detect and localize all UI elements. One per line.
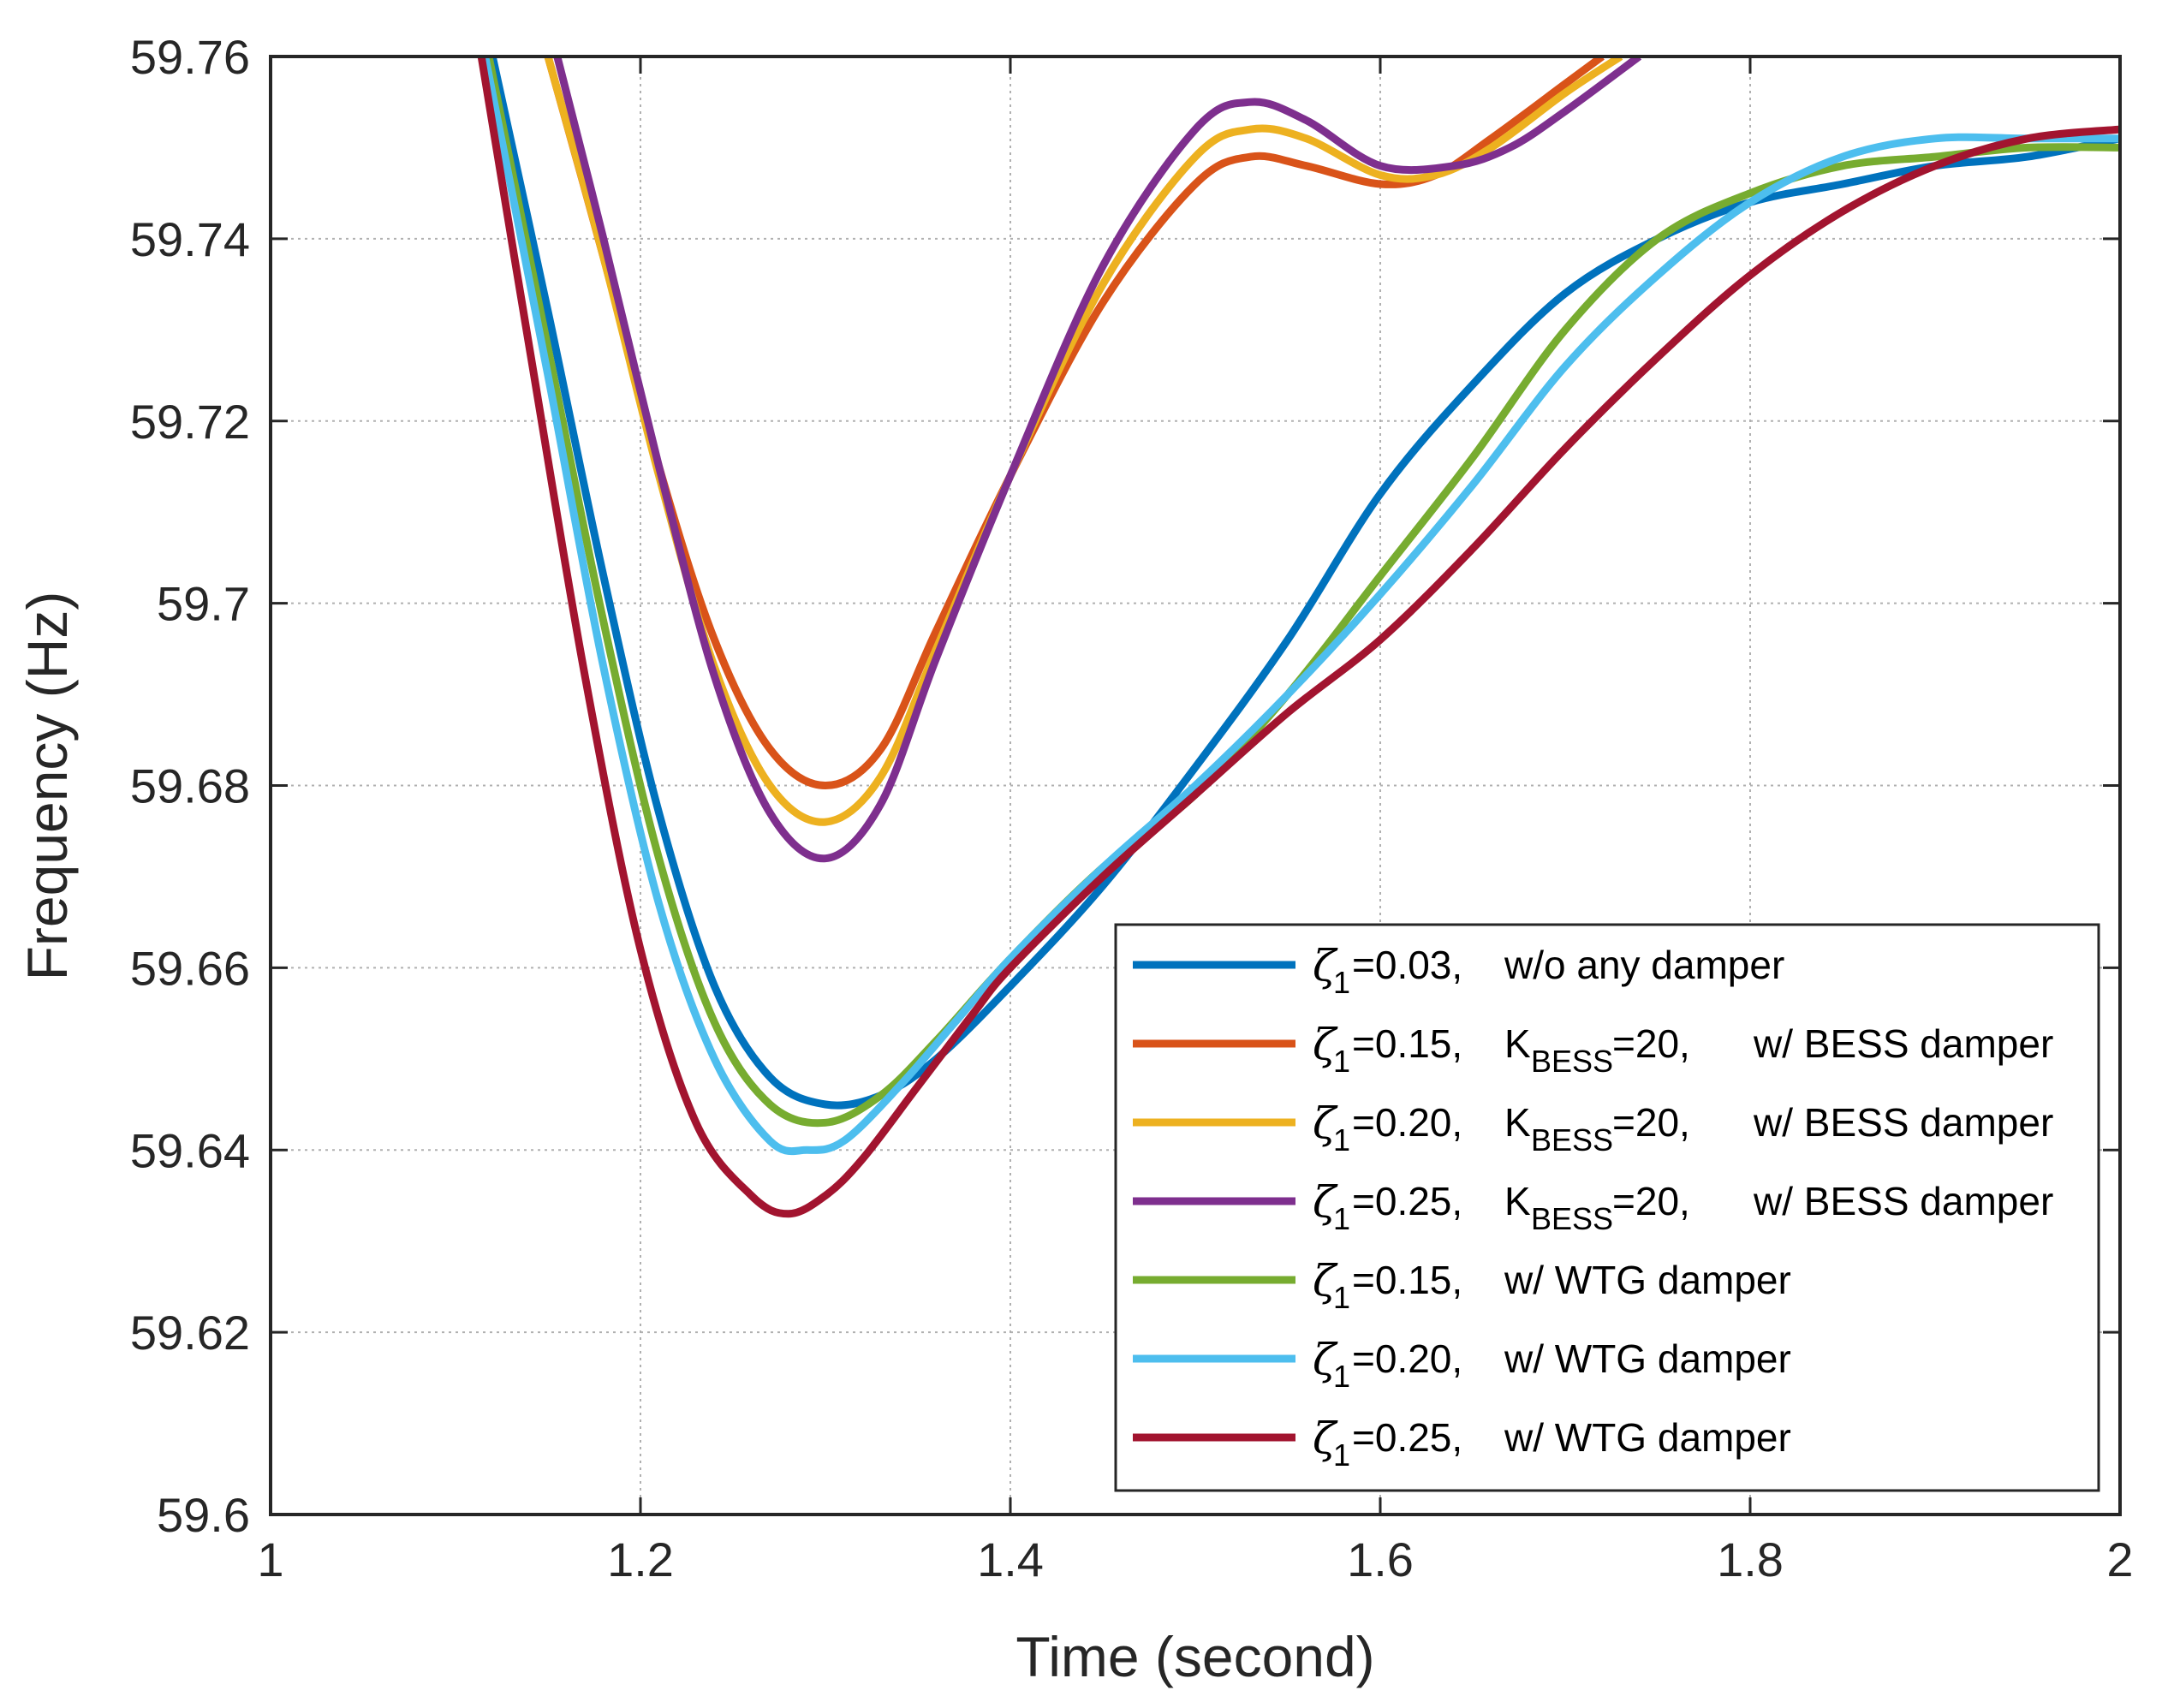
legend-k: K <box>1504 1100 1531 1145</box>
y-tick-label: 59.62 <box>130 1306 250 1360</box>
legend-box <box>1114 923 2100 1492</box>
y-tick-label: 59.64 <box>130 1123 250 1177</box>
x-axis-title: Time (second) <box>1015 1625 1374 1688</box>
legend-item: ζ1 =0.25, K BESS=20, w/ BESS damper <box>1133 1177 2053 1236</box>
legend-zeta: ζ <box>1313 1413 1338 1463</box>
series-line-6 <box>481 57 2120 1156</box>
legend-item: ζ1 =0.15, K BESS=20, w/ BESS damper <box>1133 1020 2053 1079</box>
legend-description: w/ BESS damper <box>1753 1021 2053 1066</box>
series-lines <box>477 57 2120 1218</box>
series-line-4 <box>553 57 1642 863</box>
legend-zeta-subscript: 1 <box>1333 1280 1350 1315</box>
x-tick-label: 1.8 <box>1717 1532 1784 1586</box>
legend-zeta-value: =0.15, <box>1352 1021 1462 1066</box>
legend-zeta: ζ <box>1313 1177 1338 1227</box>
y-axis-title: Frequency (Hz) <box>15 592 79 981</box>
legend-description: w/ WTG damper <box>1504 1415 1791 1460</box>
legend-description: w/ WTG damper <box>1504 1336 1791 1381</box>
legend-zeta-value: =0.25, <box>1352 1179 1462 1223</box>
y-tick-label: 59.76 <box>130 30 250 84</box>
legend-zeta: ζ <box>1313 1098 1338 1148</box>
legend-description: w/ BESS damper <box>1753 1179 2053 1223</box>
legend-zeta-subscript: 1 <box>1333 1201 1350 1236</box>
legend-zeta: ζ <box>1313 941 1338 991</box>
legend-item: ζ1 =0.15, w/ WTG damper <box>1133 1256 1791 1315</box>
legend-zeta: ζ <box>1313 1020 1338 1069</box>
legend-description: w/o any damper <box>1504 943 1784 987</box>
legend-zeta-value: =0.20, <box>1352 1100 1462 1145</box>
legend-zeta-value: =0.25, <box>1352 1415 1462 1460</box>
legend-zeta: ζ <box>1313 1256 1338 1306</box>
legend-description: w/ WTG damper <box>1504 1258 1791 1302</box>
legend-k-subscript: BESS <box>1531 1201 1613 1236</box>
legend-zeta-value: =0.20, <box>1352 1336 1462 1381</box>
legend-item: ζ1 =0.20, w/ WTG damper <box>1133 1335 1791 1394</box>
legend-zeta: ζ <box>1313 1335 1338 1384</box>
y-tick-label: 59.72 <box>130 395 250 449</box>
y-tick-label: 59.68 <box>130 759 250 813</box>
legend-k: K <box>1504 1179 1531 1223</box>
y-tick-label: 59.74 <box>130 212 250 266</box>
y-tick-label: 59.6 <box>157 1488 250 1542</box>
legend-k-value: =20, <box>1612 1100 1690 1145</box>
legend-description: w/ BESS damper <box>1753 1100 2053 1145</box>
x-tick-label: 1.6 <box>1347 1532 1414 1586</box>
legend-k-value: =20, <box>1612 1021 1690 1066</box>
legend-zeta-value: =0.15, <box>1352 1258 1462 1302</box>
x-tick-label: 1.4 <box>977 1532 1044 1586</box>
y-tick-label: 59.66 <box>130 941 250 995</box>
legend-item: ζ1 =0.03, w/o any damper <box>1133 941 1784 1000</box>
legend-item: ζ1 =0.20, K BESS=20, w/ BESS damper <box>1133 1098 2053 1158</box>
x-tick-labels: 1 1.2 1.4 1.6 1.8 2 <box>257 1532 2133 1586</box>
legend-zeta-subscript: 1 <box>1333 1044 1350 1079</box>
legend-zeta-subscript: 1 <box>1333 965 1350 1000</box>
x-tick-label: 1.2 <box>607 1532 674 1586</box>
legend-k-subscript: BESS <box>1531 1044 1613 1079</box>
y-tick-label: 59.7 <box>157 577 250 631</box>
legend-k: K <box>1504 1021 1531 1066</box>
x-tick-label: 2 <box>2106 1532 2133 1586</box>
plot-area-frame <box>269 55 2122 1516</box>
legend-k-value: =20, <box>1612 1179 1690 1223</box>
legend-zeta-subscript: 1 <box>1333 1359 1350 1394</box>
x-tick-label: 1 <box>257 1532 283 1586</box>
legend-zeta-subscript: 1 <box>1333 1122 1350 1158</box>
legend-zeta-value: =0.03, <box>1352 943 1462 987</box>
legend-zeta-subscript: 1 <box>1333 1437 1350 1473</box>
legend-k-subscript: BESS <box>1531 1122 1613 1158</box>
series-line-7 <box>477 57 2120 1218</box>
legend-item: ζ1 =0.25, w/ WTG damper <box>1133 1413 1791 1473</box>
y-tick-labels: 59.6 59.62 59.64 59.66 59.68 59.7 59.72 59.74 59… <box>130 30 250 1542</box>
